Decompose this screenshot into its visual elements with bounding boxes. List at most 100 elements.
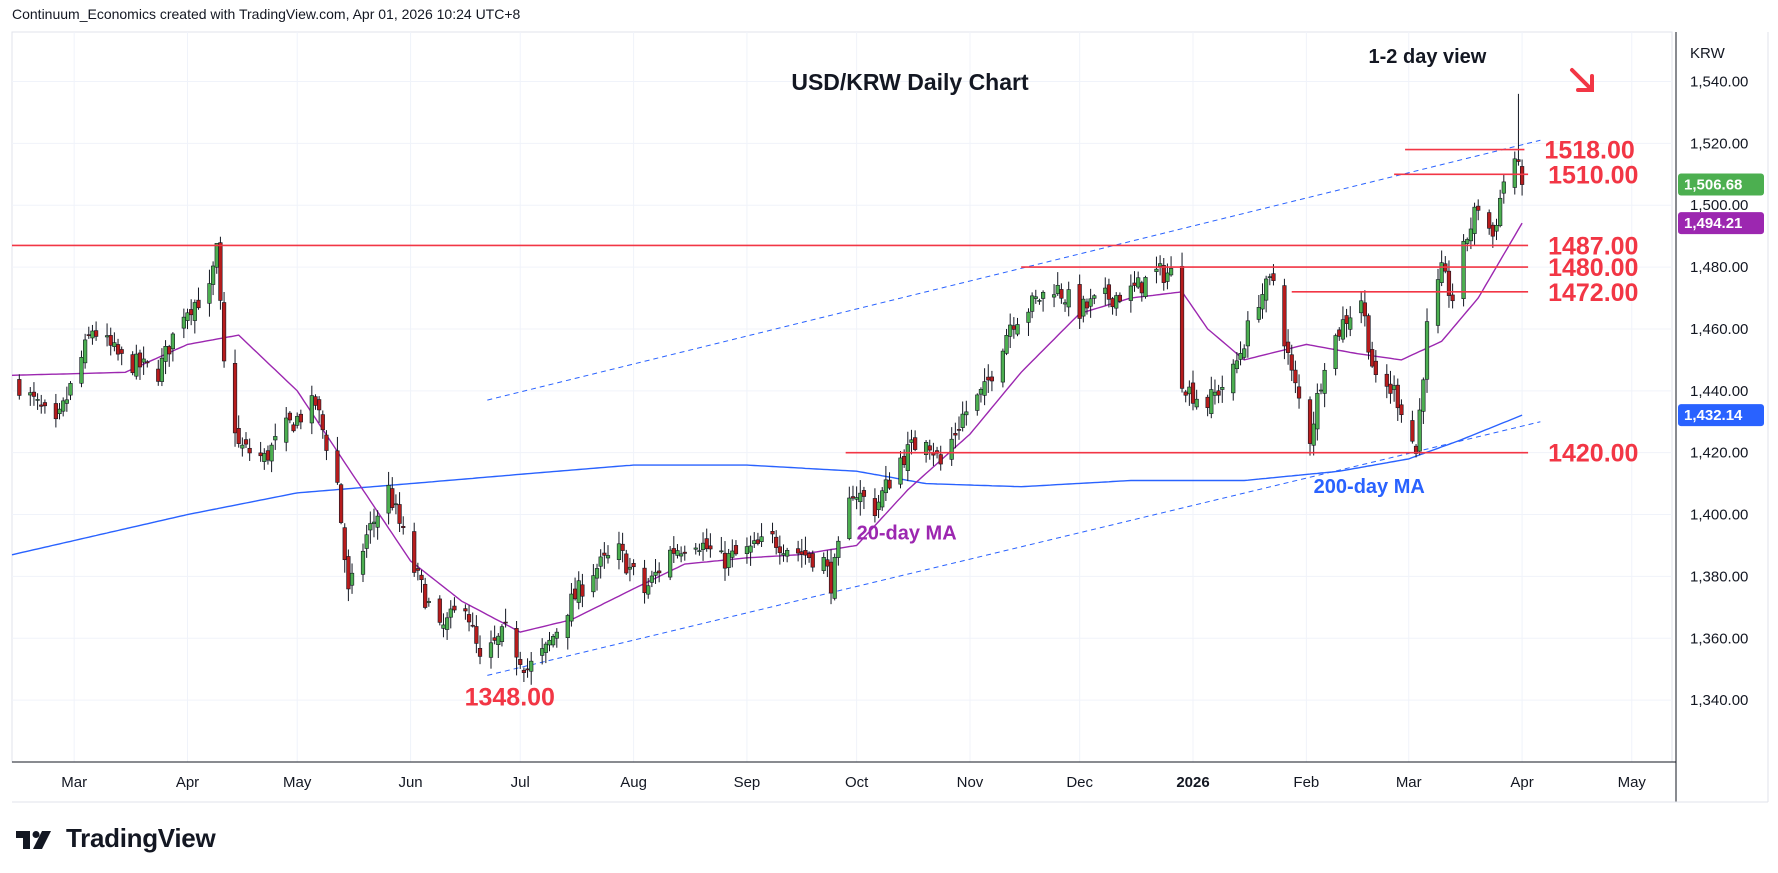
candle-up [1392, 385, 1397, 390]
x-tick-label: Sep [734, 774, 761, 791]
candle-up [905, 444, 910, 471]
candle-up [1033, 296, 1038, 299]
y-tick-label: 1,500.00 [1690, 197, 1748, 214]
price-badge [1678, 404, 1764, 427]
candle-up [375, 515, 380, 528]
candle-up [543, 643, 548, 653]
candle-up [547, 639, 552, 646]
candle-up [649, 575, 654, 583]
candle-down [1399, 404, 1404, 416]
candle-up [1154, 268, 1159, 272]
candle-up [1245, 320, 1250, 347]
candle-up [836, 540, 841, 558]
candle-down [86, 334, 91, 336]
candle-up [909, 439, 914, 443]
arrow-shape [1570, 68, 1594, 92]
candle-down [1179, 265, 1185, 389]
candle-up [529, 660, 534, 672]
candle-down [93, 330, 99, 337]
candle-up [445, 617, 450, 630]
candle-down [989, 376, 995, 382]
candle-down [1282, 285, 1287, 347]
x-tick-label: Nov [957, 774, 984, 791]
candle-up [858, 492, 863, 503]
candle-down [1337, 329, 1342, 337]
candle-down [108, 335, 113, 346]
candle-up [1114, 295, 1119, 309]
candle-up [693, 547, 698, 550]
candle-up [104, 335, 110, 338]
x-tick-label: Aug [620, 774, 647, 791]
candle-up [960, 413, 965, 428]
candle-up [386, 484, 391, 514]
price-badge-text: 1,432.14 [1684, 407, 1743, 424]
candle-up [898, 457, 903, 485]
x-tick-label: Apr [176, 774, 199, 791]
trend-channel [487, 139, 1541, 676]
candle-up [1461, 240, 1466, 300]
candle-up [1008, 324, 1013, 337]
y-tick-label: 1,540.00 [1690, 73, 1748, 90]
candle-down [708, 545, 713, 550]
candle-down [415, 568, 420, 571]
x-tick-label: Jul [511, 774, 530, 791]
candle-up [569, 593, 574, 622]
candle-up [1081, 298, 1086, 317]
candle-up [1209, 389, 1214, 414]
candle-up [61, 400, 66, 412]
axes: 1,340.00 1,360.00 1,380.00 1,400.00 1,420.00… [12, 32, 1769, 803]
candle-up [1256, 307, 1261, 320]
candle-up [679, 553, 684, 557]
candle-down [1373, 360, 1378, 375]
candle-up [141, 358, 146, 363]
candle-up [627, 566, 633, 570]
price-badge-text: 1,506.68 [1684, 177, 1742, 194]
candle-down [624, 553, 629, 574]
x-tick-label: Mar [61, 774, 87, 791]
y-tick-label: 1,360.00 [1690, 630, 1748, 647]
candle-up [1015, 324, 1020, 335]
candle-up [744, 546, 750, 554]
candle-up [1128, 285, 1133, 301]
x-tick-label: May [1618, 774, 1647, 791]
annotation-label: 20-day MA [857, 522, 957, 544]
candle-up [393, 503, 399, 506]
candle-up [240, 444, 245, 449]
x-tick-label: 2026 [1176, 774, 1209, 791]
candle-down [287, 412, 292, 421]
candle-down [145, 361, 150, 364]
x-tick-label: Feb [1293, 774, 1319, 791]
candle-up [847, 497, 852, 539]
candle-down [1106, 284, 1112, 300]
candle-up [1348, 317, 1353, 330]
candle-up [1315, 393, 1320, 430]
x-tick-label: Mar [1396, 774, 1422, 791]
candle-down [642, 567, 647, 594]
channel-line [487, 139, 1541, 401]
candle-down [810, 553, 815, 568]
candle-down [39, 404, 44, 407]
candle-down [518, 659, 523, 665]
candle-down [938, 454, 943, 465]
candle-up [1242, 348, 1247, 358]
candle-down [931, 452, 936, 456]
candle-up [1424, 321, 1430, 380]
candle-up [949, 438, 954, 460]
candle-up [759, 536, 764, 542]
candle-up [576, 580, 581, 603]
candle-up [1231, 363, 1236, 394]
candle-down [221, 302, 227, 362]
candle-up [1220, 387, 1225, 390]
level-label: 1487.00 [1548, 232, 1638, 260]
candle-up [426, 601, 431, 603]
annotation-label: 1-2 day view [1369, 46, 1487, 68]
candle-up [35, 399, 40, 401]
y-tick-label: 1,420.00 [1690, 445, 1748, 462]
candle-up [1468, 228, 1473, 242]
tradingview-logo[interactable]: TradingView [14, 823, 216, 854]
level-label: 1420.00 [1548, 440, 1638, 468]
candle-up [181, 316, 186, 329]
candle-down [1476, 205, 1481, 211]
